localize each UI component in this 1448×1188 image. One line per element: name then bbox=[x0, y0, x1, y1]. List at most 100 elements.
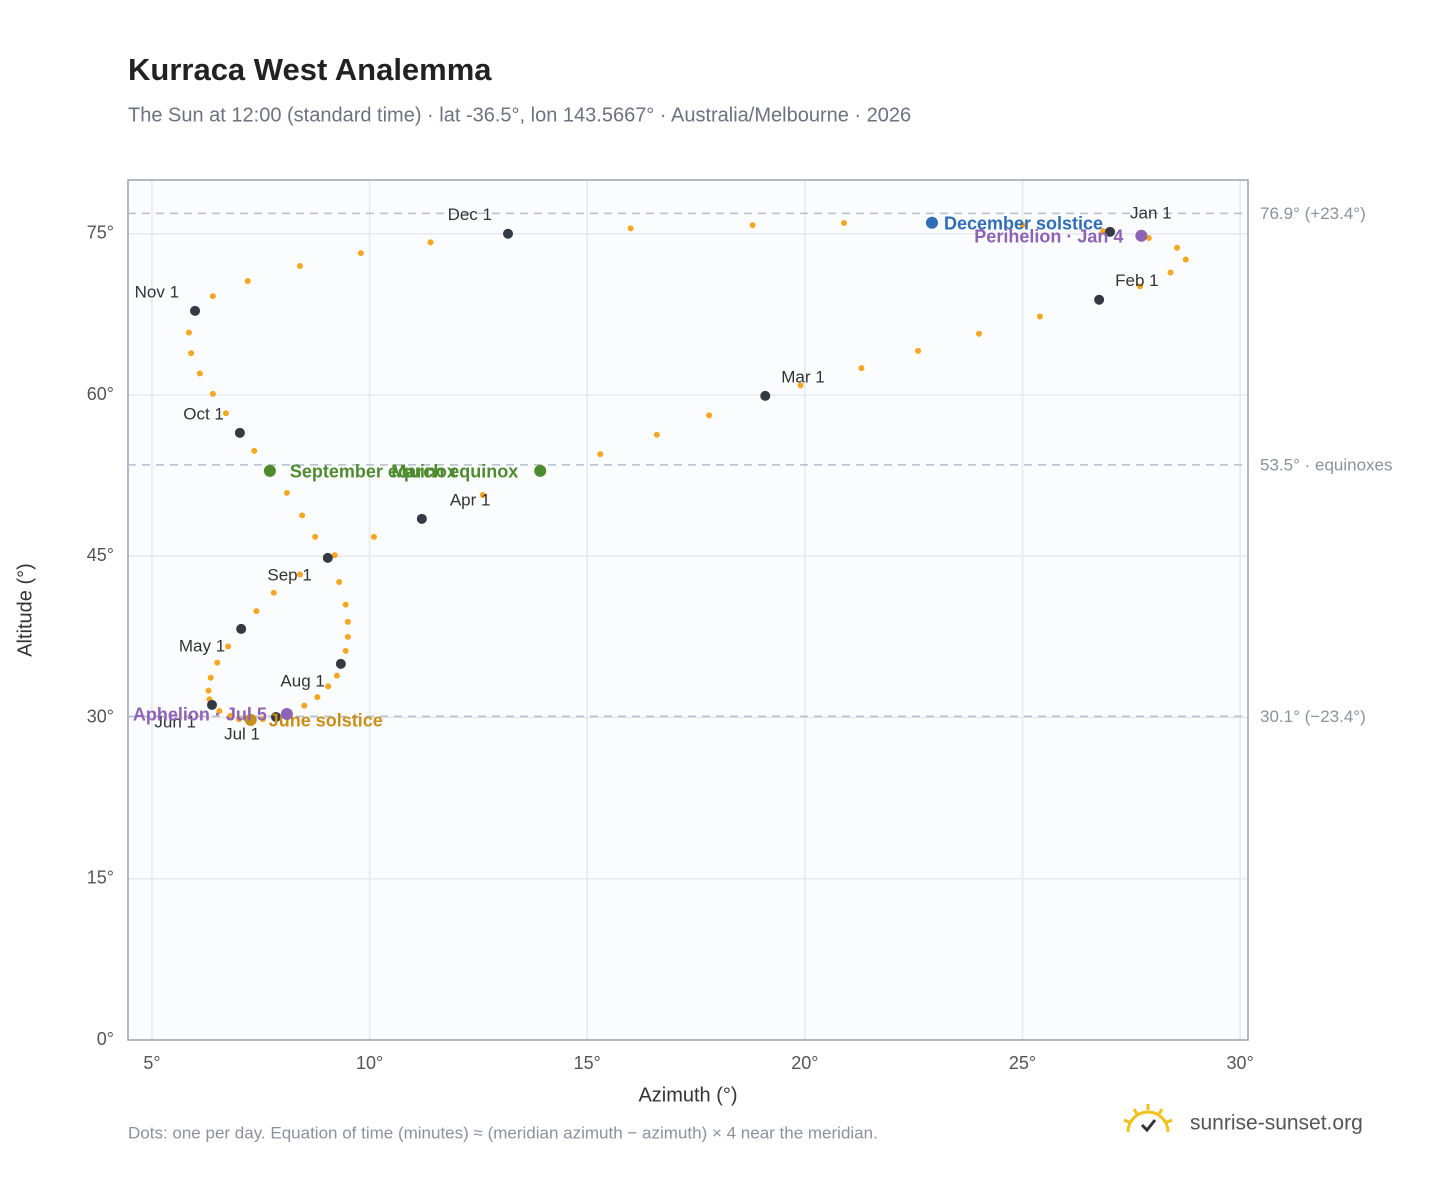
day-dot bbox=[299, 512, 306, 519]
plot-frame bbox=[127, 179, 1249, 1041]
day-dot bbox=[749, 222, 756, 229]
month-marker bbox=[760, 390, 771, 401]
day-dot bbox=[251, 447, 258, 454]
event-marker bbox=[925, 216, 938, 229]
event-marker bbox=[1135, 229, 1148, 242]
month-marker bbox=[190, 305, 201, 316]
x-axis-label: Azimuth (°) bbox=[638, 1084, 737, 1106]
event-marker bbox=[244, 713, 257, 726]
day-dot bbox=[344, 633, 351, 640]
month-label: Oct 1 bbox=[183, 404, 224, 423]
month-marker bbox=[322, 552, 333, 563]
event-label: March equinox bbox=[391, 462, 518, 482]
month-label: Jun 1 bbox=[154, 712, 196, 731]
month-label: Jul 1 bbox=[224, 724, 260, 743]
day-dot bbox=[841, 220, 848, 226]
month-marker bbox=[503, 228, 514, 239]
day-dot bbox=[244, 278, 251, 285]
day-dot bbox=[1137, 283, 1144, 290]
y-tick-label: 0° bbox=[97, 1029, 114, 1049]
day-dot bbox=[706, 412, 713, 419]
day-dot bbox=[227, 712, 234, 719]
y-tick-label: 60° bbox=[87, 384, 114, 404]
day-dot bbox=[333, 672, 340, 679]
day-dot bbox=[1100, 228, 1107, 235]
day-dot bbox=[222, 410, 229, 417]
day-dot bbox=[301, 702, 308, 709]
day-dot bbox=[975, 330, 982, 337]
day-dot bbox=[627, 225, 634, 232]
month-marker bbox=[234, 427, 245, 438]
day-dot bbox=[296, 263, 303, 269]
day-dot bbox=[196, 370, 203, 377]
footnote: Dots: one per day. Equation of time (min… bbox=[128, 1123, 878, 1142]
day-dot bbox=[214, 659, 221, 666]
month-label: Nov 1 bbox=[135, 282, 179, 301]
brand: sunrise-sunset.org bbox=[1190, 1112, 1363, 1135]
x-tick-label: 20° bbox=[791, 1053, 818, 1073]
y-tick-label: 75° bbox=[87, 223, 114, 243]
event-label: Aphelion · Jul 5 bbox=[133, 705, 267, 725]
y-axis-label: Altitude (°) bbox=[14, 563, 36, 657]
month-marker bbox=[416, 513, 427, 524]
month-label: Aug 1 bbox=[280, 671, 324, 690]
month-label: Apr 1 bbox=[450, 490, 491, 509]
x-tick-label: 15° bbox=[574, 1053, 601, 1073]
day-dot bbox=[283, 489, 290, 496]
day-dot bbox=[1182, 256, 1189, 263]
day-dot bbox=[185, 329, 192, 336]
month-marker bbox=[1094, 294, 1105, 305]
day-dot bbox=[331, 552, 338, 559]
month-label: Jan 1 bbox=[1130, 203, 1172, 222]
month-marker bbox=[335, 658, 346, 669]
day-dot bbox=[253, 608, 260, 615]
day-dot bbox=[259, 716, 266, 723]
event-label: Perihelion · Jan 4 bbox=[974, 227, 1123, 247]
day-dot bbox=[479, 491, 486, 498]
day-dot bbox=[225, 643, 232, 650]
event-label: June solstice bbox=[269, 711, 383, 731]
event-marker bbox=[280, 707, 293, 720]
brand-logo bbox=[1123, 1104, 1173, 1133]
month-label: May 1 bbox=[179, 636, 225, 655]
y-tick-label: 30° bbox=[87, 706, 114, 726]
day-dot bbox=[336, 579, 343, 586]
event-marker bbox=[263, 464, 276, 477]
month-marker bbox=[236, 623, 247, 634]
day-dot bbox=[209, 293, 216, 300]
reference-label: 30.1° (−23.4°) bbox=[1260, 707, 1366, 726]
day-dot bbox=[653, 431, 660, 438]
day-dot bbox=[858, 365, 865, 372]
day-dot bbox=[235, 716, 242, 723]
reference-label: 76.9° (+23.4°) bbox=[1260, 204, 1366, 223]
event-label: December solstice bbox=[944, 214, 1103, 234]
day-dot bbox=[216, 708, 223, 715]
month-label: Dec 1 bbox=[448, 205, 492, 224]
chart-title: Kurraca West Analemma bbox=[128, 52, 492, 87]
day-dot bbox=[597, 451, 604, 458]
x-tick-label: 25° bbox=[1009, 1053, 1036, 1073]
day-dot bbox=[427, 239, 434, 246]
reference-label: 53.5° · equinoxes bbox=[1260, 455, 1393, 474]
event-label: September equinox bbox=[290, 462, 457, 482]
day-dot bbox=[342, 647, 349, 654]
day-dot bbox=[312, 533, 319, 540]
day-dot bbox=[370, 533, 377, 540]
month-label: Mar 1 bbox=[781, 367, 824, 386]
day-dot bbox=[188, 350, 195, 357]
day-dot bbox=[325, 683, 332, 690]
month-marker bbox=[207, 699, 218, 710]
day-dot bbox=[205, 687, 212, 694]
y-tick-label: 45° bbox=[87, 545, 114, 565]
day-dot bbox=[1019, 222, 1026, 229]
x-tick-label: 30° bbox=[1227, 1053, 1254, 1073]
month-label: Sep 1 bbox=[267, 565, 311, 584]
day-dot bbox=[915, 347, 922, 354]
day-dot bbox=[357, 250, 364, 257]
day-dot bbox=[207, 674, 214, 681]
chart-subtitle: The Sun at 12:00 (standard time) · lat -… bbox=[128, 104, 911, 126]
day-dot bbox=[1167, 269, 1174, 276]
day-dot bbox=[1174, 244, 1181, 251]
day-dot bbox=[209, 390, 216, 397]
